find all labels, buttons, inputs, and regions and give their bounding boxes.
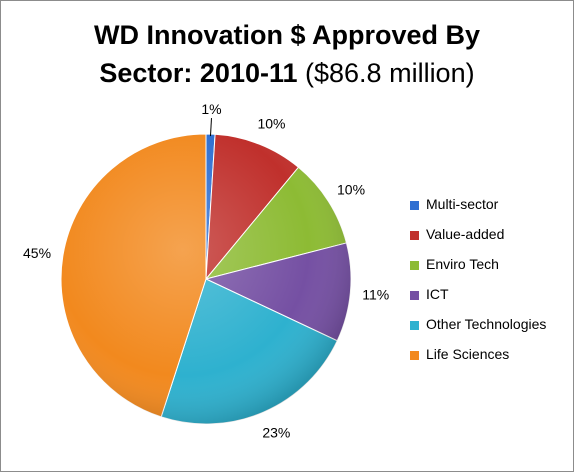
chart-title: WD Innovation $ Approved By Sector: 2010… bbox=[0, 16, 574, 92]
legend-label-multi-sector: Multi-sector bbox=[426, 196, 499, 212]
chart-title-amount: ($86.8 million) bbox=[297, 58, 475, 88]
data-label-enviro-tech: 10% bbox=[337, 182, 365, 198]
legend-label-enviro-tech: Enviro Tech bbox=[426, 256, 499, 272]
legend-label-other-technologies: Other Technologies bbox=[426, 316, 547, 332]
data-label-multi-sector: 1% bbox=[201, 101, 221, 117]
legend-swatch-value-added bbox=[410, 231, 419, 240]
chart-title-line1: WD Innovation $ Approved By bbox=[93, 20, 480, 50]
legend-label-ict: ICT bbox=[426, 286, 449, 302]
data-label-ict: 11% bbox=[362, 287, 389, 303]
chart-title-sector: Sector: 2010-11 bbox=[99, 58, 298, 88]
legend-label-value-added: Value-added bbox=[426, 226, 505, 242]
legend-swatch-other-technologies bbox=[410, 321, 419, 330]
chart-title-line2: Sector: 2010-11 ($86.8 million) bbox=[0, 54, 574, 92]
legend-swatch-life-sciences bbox=[410, 351, 419, 360]
legend-label-life-sciences: Life Sciences bbox=[426, 346, 510, 362]
legend-swatch-multi-sector bbox=[410, 201, 419, 210]
leader-line-multi-sector bbox=[209, 118, 212, 137]
data-label-life-sciences: 45% bbox=[23, 245, 51, 261]
legend-swatch-ict bbox=[410, 291, 419, 300]
data-label-value-added: 10% bbox=[257, 116, 285, 132]
data-label-other-technologies: 23% bbox=[262, 424, 290, 440]
legend-swatch-enviro-tech bbox=[410, 261, 419, 270]
